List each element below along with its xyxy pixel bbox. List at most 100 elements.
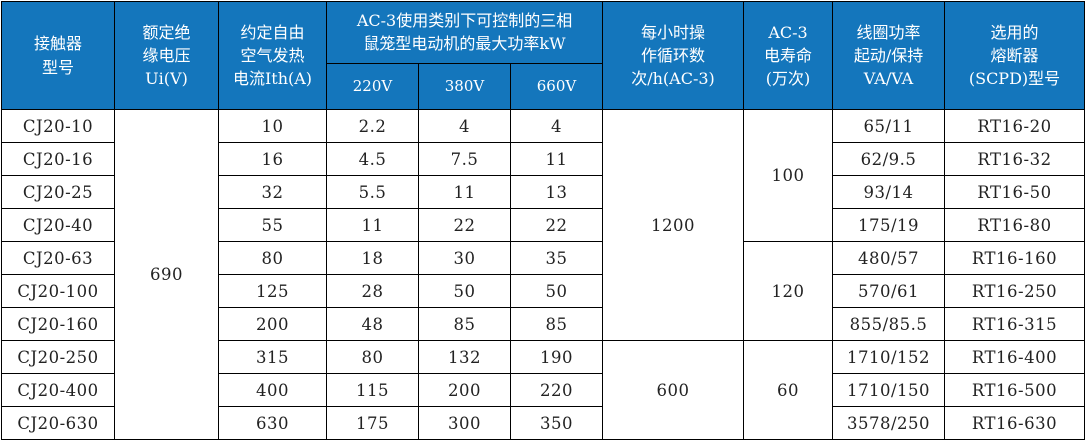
contactor-model-cell: CJ20-630 <box>1 406 115 440</box>
power-380v-cell: 85 <box>418 307 511 341</box>
table-row: CJ20-16 16 4.5 7.5 11 62/9.5 RT16-32 <box>1 142 1085 176</box>
power-380v-cell: 4 <box>418 109 511 143</box>
table-row: CJ20-250 315 80 132 190 600 60 1710/152 … <box>1 340 1085 440</box>
power-380v-cell: 11 <box>418 175 511 209</box>
insulation-voltage-cell: 690 <box>114 109 219 440</box>
contactor-model-cell: CJ20-160 <box>1 307 115 341</box>
power-660v-cell: 350 <box>509 406 604 440</box>
power-380v-cell: 50 <box>418 274 511 308</box>
coil-power-cell: 62/9.5 <box>832 142 946 176</box>
contactor-model-cell: CJ20-25 <box>1 175 115 209</box>
thermal-current-cell: 315 <box>218 340 327 374</box>
fuse-model-cell: RT16-500 <box>944 373 1085 407</box>
electrical-life-cell: 100 <box>743 109 834 242</box>
thermal-current-cell: 200 <box>218 307 327 341</box>
table-row: CJ20-63 80 18 30 35 120 480/57 RT16-160 <box>1 241 1085 341</box>
fuse-model-cell: RT16-315 <box>944 307 1085 341</box>
power-660v-cell: 220 <box>509 373 604 407</box>
table-row: CJ20-10 690 10 2.2 4 4 1200 100 65/11 RT… <box>1 109 1085 440</box>
fuse-model-cell: RT16-630 <box>944 406 1085 440</box>
coil-power-cell: 65/11 <box>832 109 946 143</box>
electrical-life-cell: 60 <box>743 340 834 440</box>
power-380v-cell: 132 <box>418 340 511 374</box>
power-220v-cell: 4.5 <box>326 142 419 176</box>
header-660v: 660V <box>509 63 604 110</box>
power-660v-cell: 35 <box>509 241 604 275</box>
header-380v: 380V <box>418 63 511 110</box>
fuse-model-cell: RT16-400 <box>944 340 1085 374</box>
coil-power-cell: 480/57 <box>832 241 946 275</box>
contactor-model-cell: CJ20-63 <box>1 241 115 275</box>
fuse-model-cell: RT16-80 <box>944 208 1085 242</box>
power-380v-cell: 200 <box>418 373 511 407</box>
contactor-model-cell: CJ20-10 <box>1 109 115 143</box>
coil-power-cell: 93/14 <box>832 175 946 209</box>
power-220v-cell: 2.2 <box>326 109 419 143</box>
header-fuse-model: 选用的 熔断器 (SCPD)型号 <box>944 1 1085 110</box>
power-660v-cell: 190 <box>509 340 604 374</box>
table-header: 接触器 型号 额定绝 缘电压 Ui(V) 约定自由 空气发热 电流Ith(A) … <box>1 1 1085 110</box>
table-row: CJ20-40 55 11 22 22 175/19 RT16-80 <box>1 208 1085 242</box>
coil-power-cell: 1710/150 <box>832 373 946 407</box>
table-body: CJ20-10 690 10 2.2 4 4 1200 100 65/11 RT… <box>1 109 1085 440</box>
table-row: CJ20-100 125 28 50 50 570/61 RT16-250 <box>1 274 1085 308</box>
table-row: CJ20-25 32 5.5 11 13 93/14 RT16-50 <box>1 175 1085 209</box>
power-660v-cell: 22 <box>509 208 604 242</box>
thermal-current-cell: 400 <box>218 373 327 407</box>
power-380v-cell: 22 <box>418 208 511 242</box>
contactor-model-cell: CJ20-400 <box>1 373 115 407</box>
power-220v-cell: 5.5 <box>326 175 419 209</box>
table-row: CJ20-400 400 115 200 220 1710/150 RT16-5… <box>1 373 1085 407</box>
contactor-model-cell: CJ20-16 <box>1 142 115 176</box>
header-electrical-life: AC-3 电寿命 (万次) <box>743 1 834 110</box>
power-660v-cell: 11 <box>509 142 604 176</box>
power-220v-cell: 48 <box>326 307 419 341</box>
power-660v-cell: 13 <box>509 175 604 209</box>
contactor-model-cell: CJ20-40 <box>1 208 115 242</box>
power-660v-cell: 50 <box>509 274 604 308</box>
power-660v-cell: 85 <box>509 307 604 341</box>
power-220v-cell: 28 <box>326 274 419 308</box>
thermal-current-cell: 32 <box>218 175 327 209</box>
coil-power-cell: 855/85.5 <box>832 307 946 341</box>
power-660v-cell: 4 <box>509 109 604 143</box>
power-380v-cell: 7.5 <box>418 142 511 176</box>
thermal-current-cell: 55 <box>218 208 327 242</box>
electrical-life-cell: 120 <box>743 241 834 341</box>
cycles-per-hour-cell: 1200 <box>602 109 745 341</box>
header-cycles-per-hour: 每小时操 作循环数 次/h(AC-3) <box>602 1 745 110</box>
cycles-per-hour-cell: 600 <box>602 340 745 440</box>
coil-power-cell: 175/19 <box>832 208 946 242</box>
thermal-current-cell: 80 <box>218 241 327 275</box>
coil-power-cell: 570/61 <box>832 274 946 308</box>
fuse-model-cell: RT16-50 <box>944 175 1085 209</box>
fuse-model-cell: RT16-20 <box>944 109 1085 143</box>
thermal-current-cell: 10 <box>218 109 327 143</box>
power-220v-cell: 175 <box>326 406 419 440</box>
power-220v-cell: 18 <box>326 241 419 275</box>
power-220v-cell: 115 <box>326 373 419 407</box>
header-220v: 220V <box>326 63 419 110</box>
thermal-current-cell: 16 <box>218 142 327 176</box>
power-220v-cell: 80 <box>326 340 419 374</box>
header-ac3-max-power-group: AC-3使用类别下可控制的三相 鼠笼型电动机的最大功率kW <box>325 1 604 64</box>
power-380v-cell: 300 <box>418 406 511 440</box>
power-380v-cell: 30 <box>418 241 511 275</box>
header-insulation-voltage: 额定绝 缘电压 Ui(V) <box>114 1 219 110</box>
contactor-model-cell: CJ20-250 <box>1 340 115 374</box>
fuse-model-cell: RT16-32 <box>944 142 1085 176</box>
table-row: CJ20-630 630 175 300 350 3578/250 RT16-6… <box>1 406 1085 440</box>
contactor-model-cell: CJ20-100 <box>1 274 115 308</box>
header-coil-power: 线圈功率 起动/保持 VA/VA <box>832 1 946 110</box>
coil-power-cell: 1710/152 <box>832 340 946 374</box>
power-220v-cell: 11 <box>326 208 419 242</box>
coil-power-cell: 3578/250 <box>832 406 946 440</box>
thermal-current-cell: 125 <box>218 274 327 308</box>
header-contactor-model: 接触器 型号 <box>1 1 115 110</box>
thermal-current-cell: 630 <box>218 406 327 440</box>
fuse-model-cell: RT16-250 <box>944 274 1085 308</box>
header-thermal-current: 约定自由 空气发热 电流Ith(A) <box>218 1 327 110</box>
fuse-model-cell: RT16-160 <box>944 241 1085 275</box>
